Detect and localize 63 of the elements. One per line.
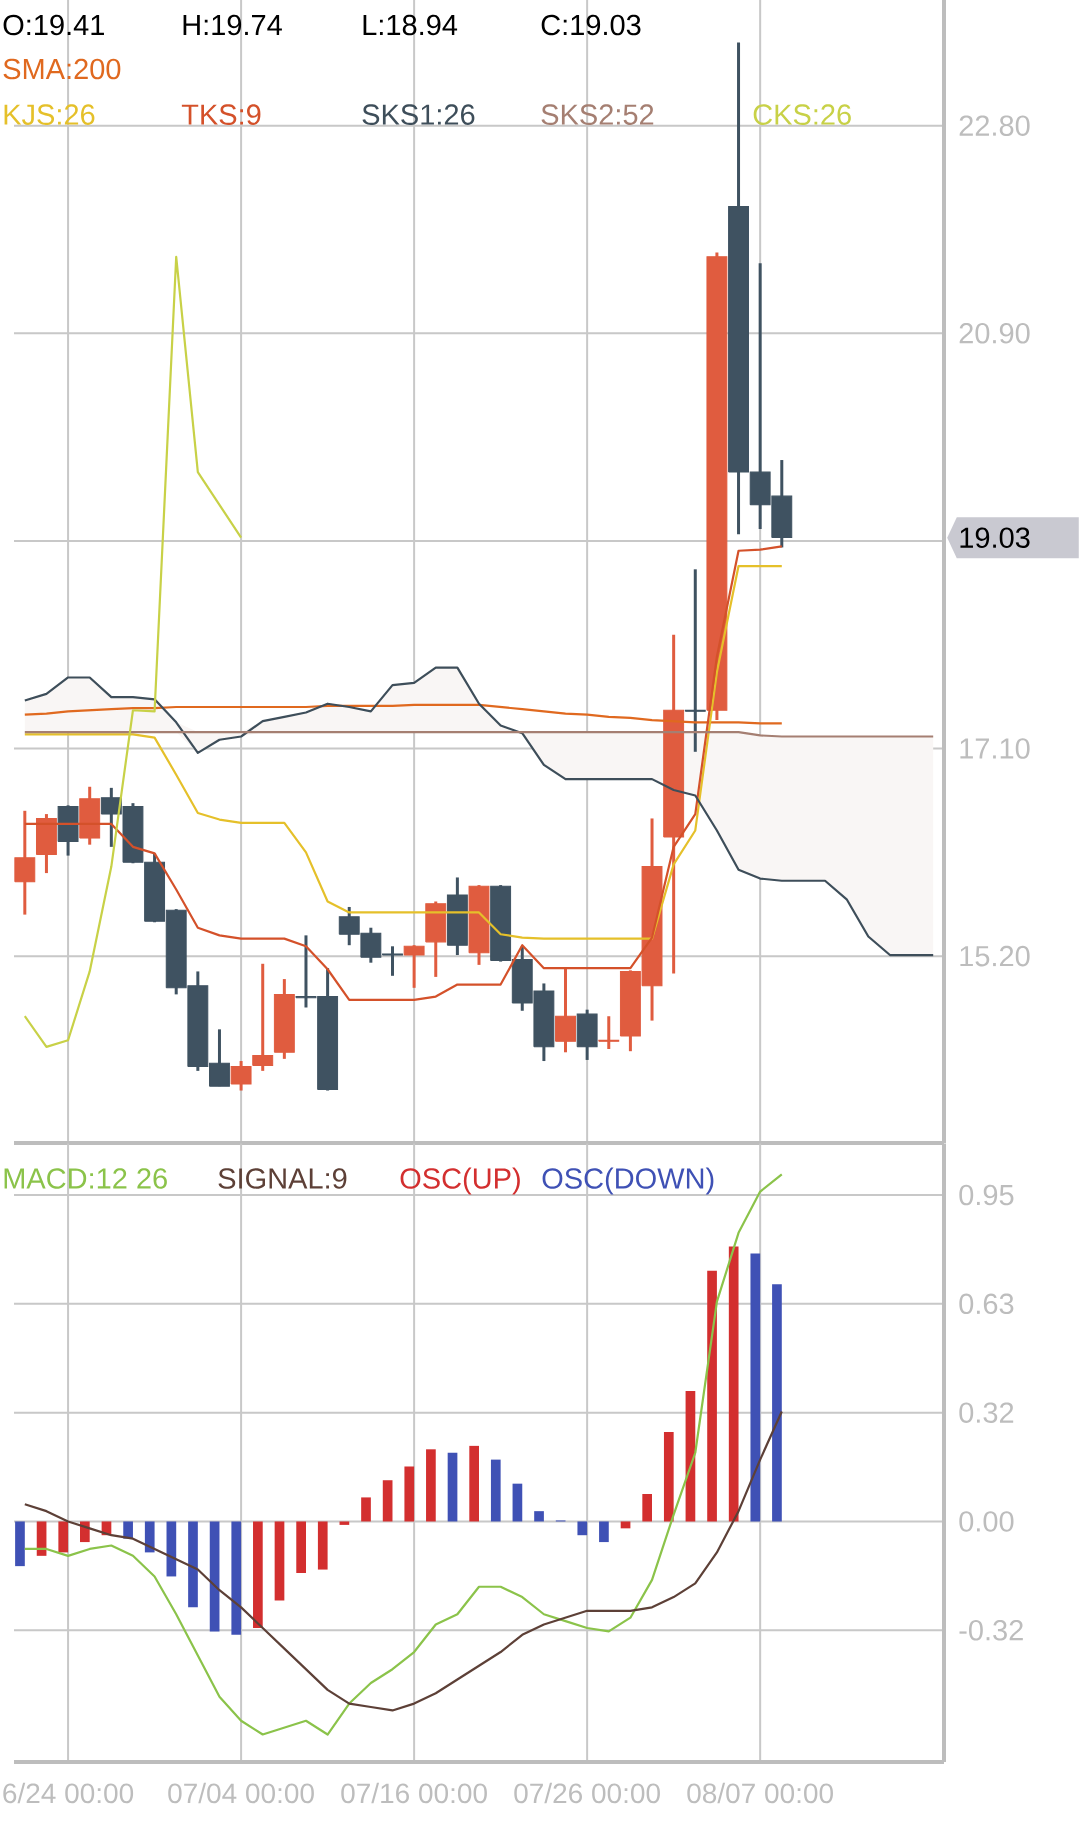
bar: [274, 1521, 285, 1601]
bar: [361, 1497, 371, 1522]
bar: [426, 1449, 436, 1522]
bar: [58, 1521, 69, 1553]
bar: [231, 1521, 242, 1635]
bar: [469, 1445, 479, 1522]
bar: [772, 1284, 782, 1522]
annotation: L:18.94: [363, 14, 458, 36]
bar: [296, 1521, 306, 1573]
x-tick-label: 07/16 00:00: [341, 1782, 487, 1804]
annotation: O:19.41: [3, 14, 104, 36]
bar: [188, 1521, 198, 1608]
bar: [339, 1521, 350, 1525]
bar: [404, 1466, 415, 1522]
candlestick: [403, 945, 425, 988]
bar: [750, 1253, 761, 1522]
bar: [490, 1459, 501, 1522]
bar: [512, 1483, 523, 1522]
annotation: C:19.03: [541, 14, 641, 36]
y-tick-label: 0.32: [959, 1402, 1014, 1423]
text: MACD:12 26: [4, 1168, 167, 1189]
y-tick-label: 15.20: [960, 945, 1030, 967]
bar: [577, 1521, 588, 1536]
text: SIGNAL:9: [218, 1168, 347, 1189]
bar: [620, 1521, 631, 1529]
text: SMA:200: [3, 58, 121, 80]
bar: [447, 1452, 458, 1522]
bar: [317, 1521, 328, 1570]
bar: [253, 1521, 263, 1628]
bar: [728, 1246, 739, 1522]
candlestick: [230, 1061, 252, 1091]
x-tick-label: 07/26 00:00: [514, 1782, 660, 1804]
y-tick-label: 0.00: [959, 1511, 1014, 1532]
bar: [15, 1521, 25, 1567]
y-tick-label: 0.95: [959, 1184, 1014, 1206]
bar: [707, 1270, 717, 1522]
y-tick-label: 22.80: [959, 115, 1030, 136]
y-tick-label: 20.90: [959, 323, 1030, 344]
bar: [663, 1432, 674, 1522]
text: TKS:9: [181, 104, 261, 125]
bar: [642, 1493, 653, 1522]
text: SKS2:52: [541, 104, 654, 125]
bar: [144, 1521, 155, 1553]
text: OSC(DOWN): [542, 1167, 714, 1195]
text: CKS:26: [753, 104, 851, 125]
text: OSC(UP): [400, 1167, 520, 1195]
text: KJS:26: [4, 104, 95, 125]
text: 19.03: [960, 527, 1030, 548]
candlestick: [252, 962, 274, 1071]
bar: [382, 1480, 393, 1522]
bar: [209, 1521, 220, 1632]
bar: [534, 1511, 544, 1522]
x-tick-label: 08/07 00:00: [687, 1782, 833, 1804]
y-tick-label: 17.10: [960, 738, 1030, 759]
annotation: H:19.74: [183, 14, 282, 36]
candlestick: [598, 1016, 620, 1050]
x-tick-label: 6/24 00:00: [3, 1782, 134, 1804]
candlestick: [684, 569, 706, 752]
y-tick-label: -0.32: [959, 1620, 1023, 1641]
text: SKS1:26: [362, 104, 475, 125]
y-tick-label: 0.63: [959, 1293, 1014, 1315]
bar: [599, 1521, 609, 1543]
x-tick-label: 07/04 00:00: [168, 1782, 314, 1804]
